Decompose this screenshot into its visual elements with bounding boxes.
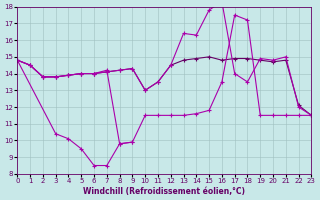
X-axis label: Windchill (Refroidissement éolien,°C): Windchill (Refroidissement éolien,°C) xyxy=(84,187,245,196)
